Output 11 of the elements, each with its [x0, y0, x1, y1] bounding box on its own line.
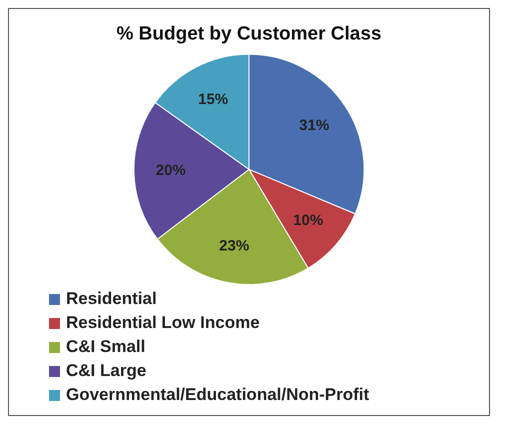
legend-label: C&I Small — [66, 337, 146, 357]
data-label: 23% — [219, 237, 250, 254]
chart-title: % Budget by Customer Class — [116, 24, 382, 45]
data-label: 31% — [299, 117, 330, 134]
data-label: 20% — [156, 162, 186, 179]
legend-label: C&I Large — [66, 361, 146, 381]
data-label: 15% — [198, 90, 228, 108]
legend-label: Governmental/Educational/Non-Profit — [66, 385, 370, 405]
legend-label: Residential — [66, 289, 157, 309]
data-label: 10% — [293, 212, 324, 229]
legend-label: Residential Low Income — [66, 313, 260, 333]
